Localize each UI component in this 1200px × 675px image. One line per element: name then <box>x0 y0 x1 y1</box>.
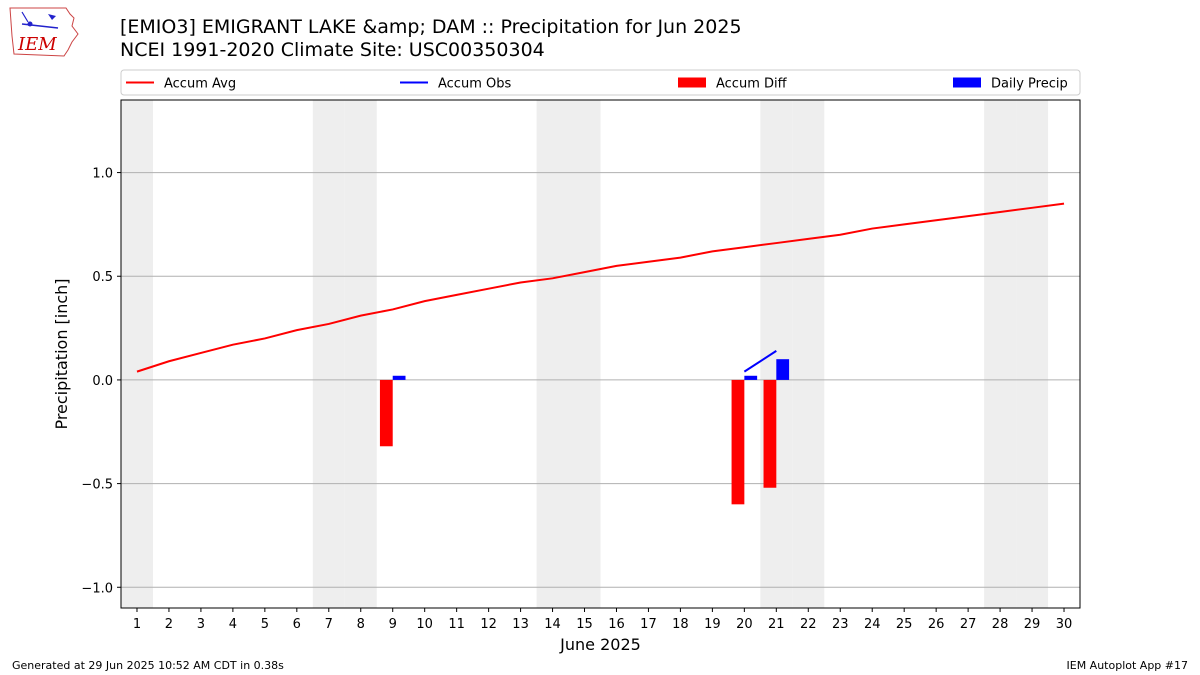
y-tick-label: −1.0 <box>81 581 113 596</box>
legend-label: Accum Obs <box>438 77 511 92</box>
legend-swatch <box>953 77 981 88</box>
x-tick-label: 30 <box>1056 617 1073 632</box>
x-tick-label: 17 <box>640 617 657 632</box>
x-tick-label: 1 <box>133 617 141 632</box>
logo-text: IEM <box>17 34 57 55</box>
x-tick-label: 18 <box>672 617 689 632</box>
legend-label: Accum Avg <box>164 77 236 92</box>
accum-diff-bar <box>731 379 745 505</box>
legend-box <box>120 69 1081 96</box>
accum-obs-line <box>743 350 777 373</box>
weekend-shade <box>1016 100 1049 608</box>
y-tick-label: 0.0 <box>92 374 113 389</box>
chart-title: [EMIO3] EMIGRANT LAKE &amp; DAM :: Preci… <box>120 16 742 38</box>
weekend-shade <box>760 100 793 608</box>
weekend-shade <box>984 100 1017 608</box>
accum-diff-bar <box>379 379 393 447</box>
plot-frame <box>120 99 1081 609</box>
x-tick-label: 8 <box>357 617 365 632</box>
iem-logo: IEM <box>8 6 80 62</box>
weekend-shade <box>344 100 377 608</box>
legend-label: Accum Diff <box>716 77 788 92</box>
daily-precip-bar <box>392 375 406 380</box>
y-tick-label: 0.5 <box>92 270 113 285</box>
x-tick-label: 22 <box>800 617 817 632</box>
app-credit: IEM Autoplot App #17 <box>1066 659 1189 672</box>
legend-swatch <box>678 77 706 88</box>
weekend-shade <box>536 100 569 608</box>
x-axis-label: June 2025 <box>559 635 641 654</box>
x-tick-label: 6 <box>293 617 301 632</box>
weekend-shade <box>312 100 345 608</box>
generated-note: Generated at 29 Jun 2025 10:52 AM CDT in… <box>12 659 284 672</box>
x-tick-label: 28 <box>992 617 1009 632</box>
x-tick-label: 24 <box>864 617 881 632</box>
x-tick-label: 10 <box>416 617 433 632</box>
weekend-shade <box>568 100 601 608</box>
x-tick-label: 23 <box>832 617 849 632</box>
x-tick-label: 7 <box>325 617 333 632</box>
chart-subtitle: NCEI 1991-2020 Climate Site: USC00350304 <box>120 39 545 61</box>
accum-diff-bar <box>763 379 777 488</box>
accum-avg-line <box>136 202 1065 373</box>
x-tick-label: 27 <box>960 617 977 632</box>
weekend-shade <box>792 100 825 608</box>
x-tick-label: 11 <box>448 617 465 632</box>
weekend-shade <box>121 100 153 608</box>
x-tick-label: 15 <box>576 617 593 632</box>
x-tick-label: 29 <box>1024 617 1041 632</box>
x-tick-label: 5 <box>261 617 269 632</box>
x-tick-label: 26 <box>928 617 945 632</box>
x-tick-label: 2 <box>165 617 173 632</box>
x-tick-label: 25 <box>896 617 913 632</box>
x-tick-label: 21 <box>768 617 785 632</box>
y-tick-label: −0.5 <box>81 478 113 493</box>
daily-precip-bar <box>776 359 790 380</box>
x-tick-label: 19 <box>704 617 721 632</box>
x-tick-label: 16 <box>608 617 625 632</box>
x-tick-label: 12 <box>480 617 497 632</box>
x-tick-label: 14 <box>544 617 561 632</box>
daily-precip-bar <box>744 375 758 380</box>
x-tick-label: 3 <box>197 617 205 632</box>
x-tick-label: 9 <box>389 617 397 632</box>
legend-label: Daily Precip <box>991 77 1068 92</box>
x-tick-label: 13 <box>512 617 529 632</box>
y-tick-label: 1.0 <box>92 167 113 182</box>
y-axis-label: Precipitation [inch] <box>52 278 71 429</box>
x-tick-label: 4 <box>229 617 237 632</box>
x-tick-label: 20 <box>736 617 753 632</box>
